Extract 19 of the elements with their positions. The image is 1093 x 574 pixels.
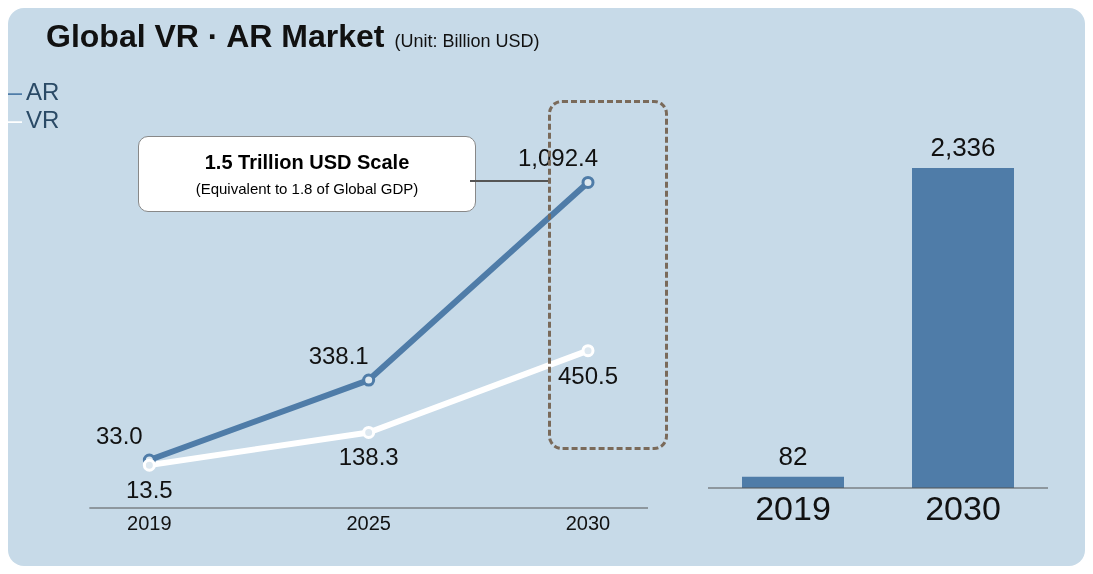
chart-title: Global VR · AR Market — [46, 18, 385, 54]
legend-label: AR — [26, 78, 60, 105]
data-label: 2,336 — [930, 132, 996, 162]
data-label: 450.5 — [557, 361, 619, 389]
chart-subtitle: (Unit: Billion USD) — [394, 31, 540, 51]
x-tick-label: 2019 — [127, 512, 172, 535]
callout-box: 1.5 Trillion USD Scale (Equivalent to 1.8 of Global GDP) — [138, 136, 476, 212]
x-tick-label: 2030 — [565, 512, 611, 535]
legend-label: VR — [26, 106, 60, 133]
data-label: 13.5 — [125, 476, 173, 504]
x-tick-label: 2019 — [755, 489, 831, 528]
x-tick-label: 2025 — [346, 512, 391, 535]
data-label: 1,092.4 — [517, 144, 599, 172]
x-tick-label: 2030 — [925, 489, 1001, 528]
data-label: 82 — [778, 440, 808, 471]
data-label: 33.0 — [95, 422, 143, 450]
annotation: (Equivalent to 1.8 of Global GDP) — [194, 180, 420, 197]
data-label: 138.3 — [338, 443, 399, 471]
data-label: 338.1 — [308, 342, 369, 370]
